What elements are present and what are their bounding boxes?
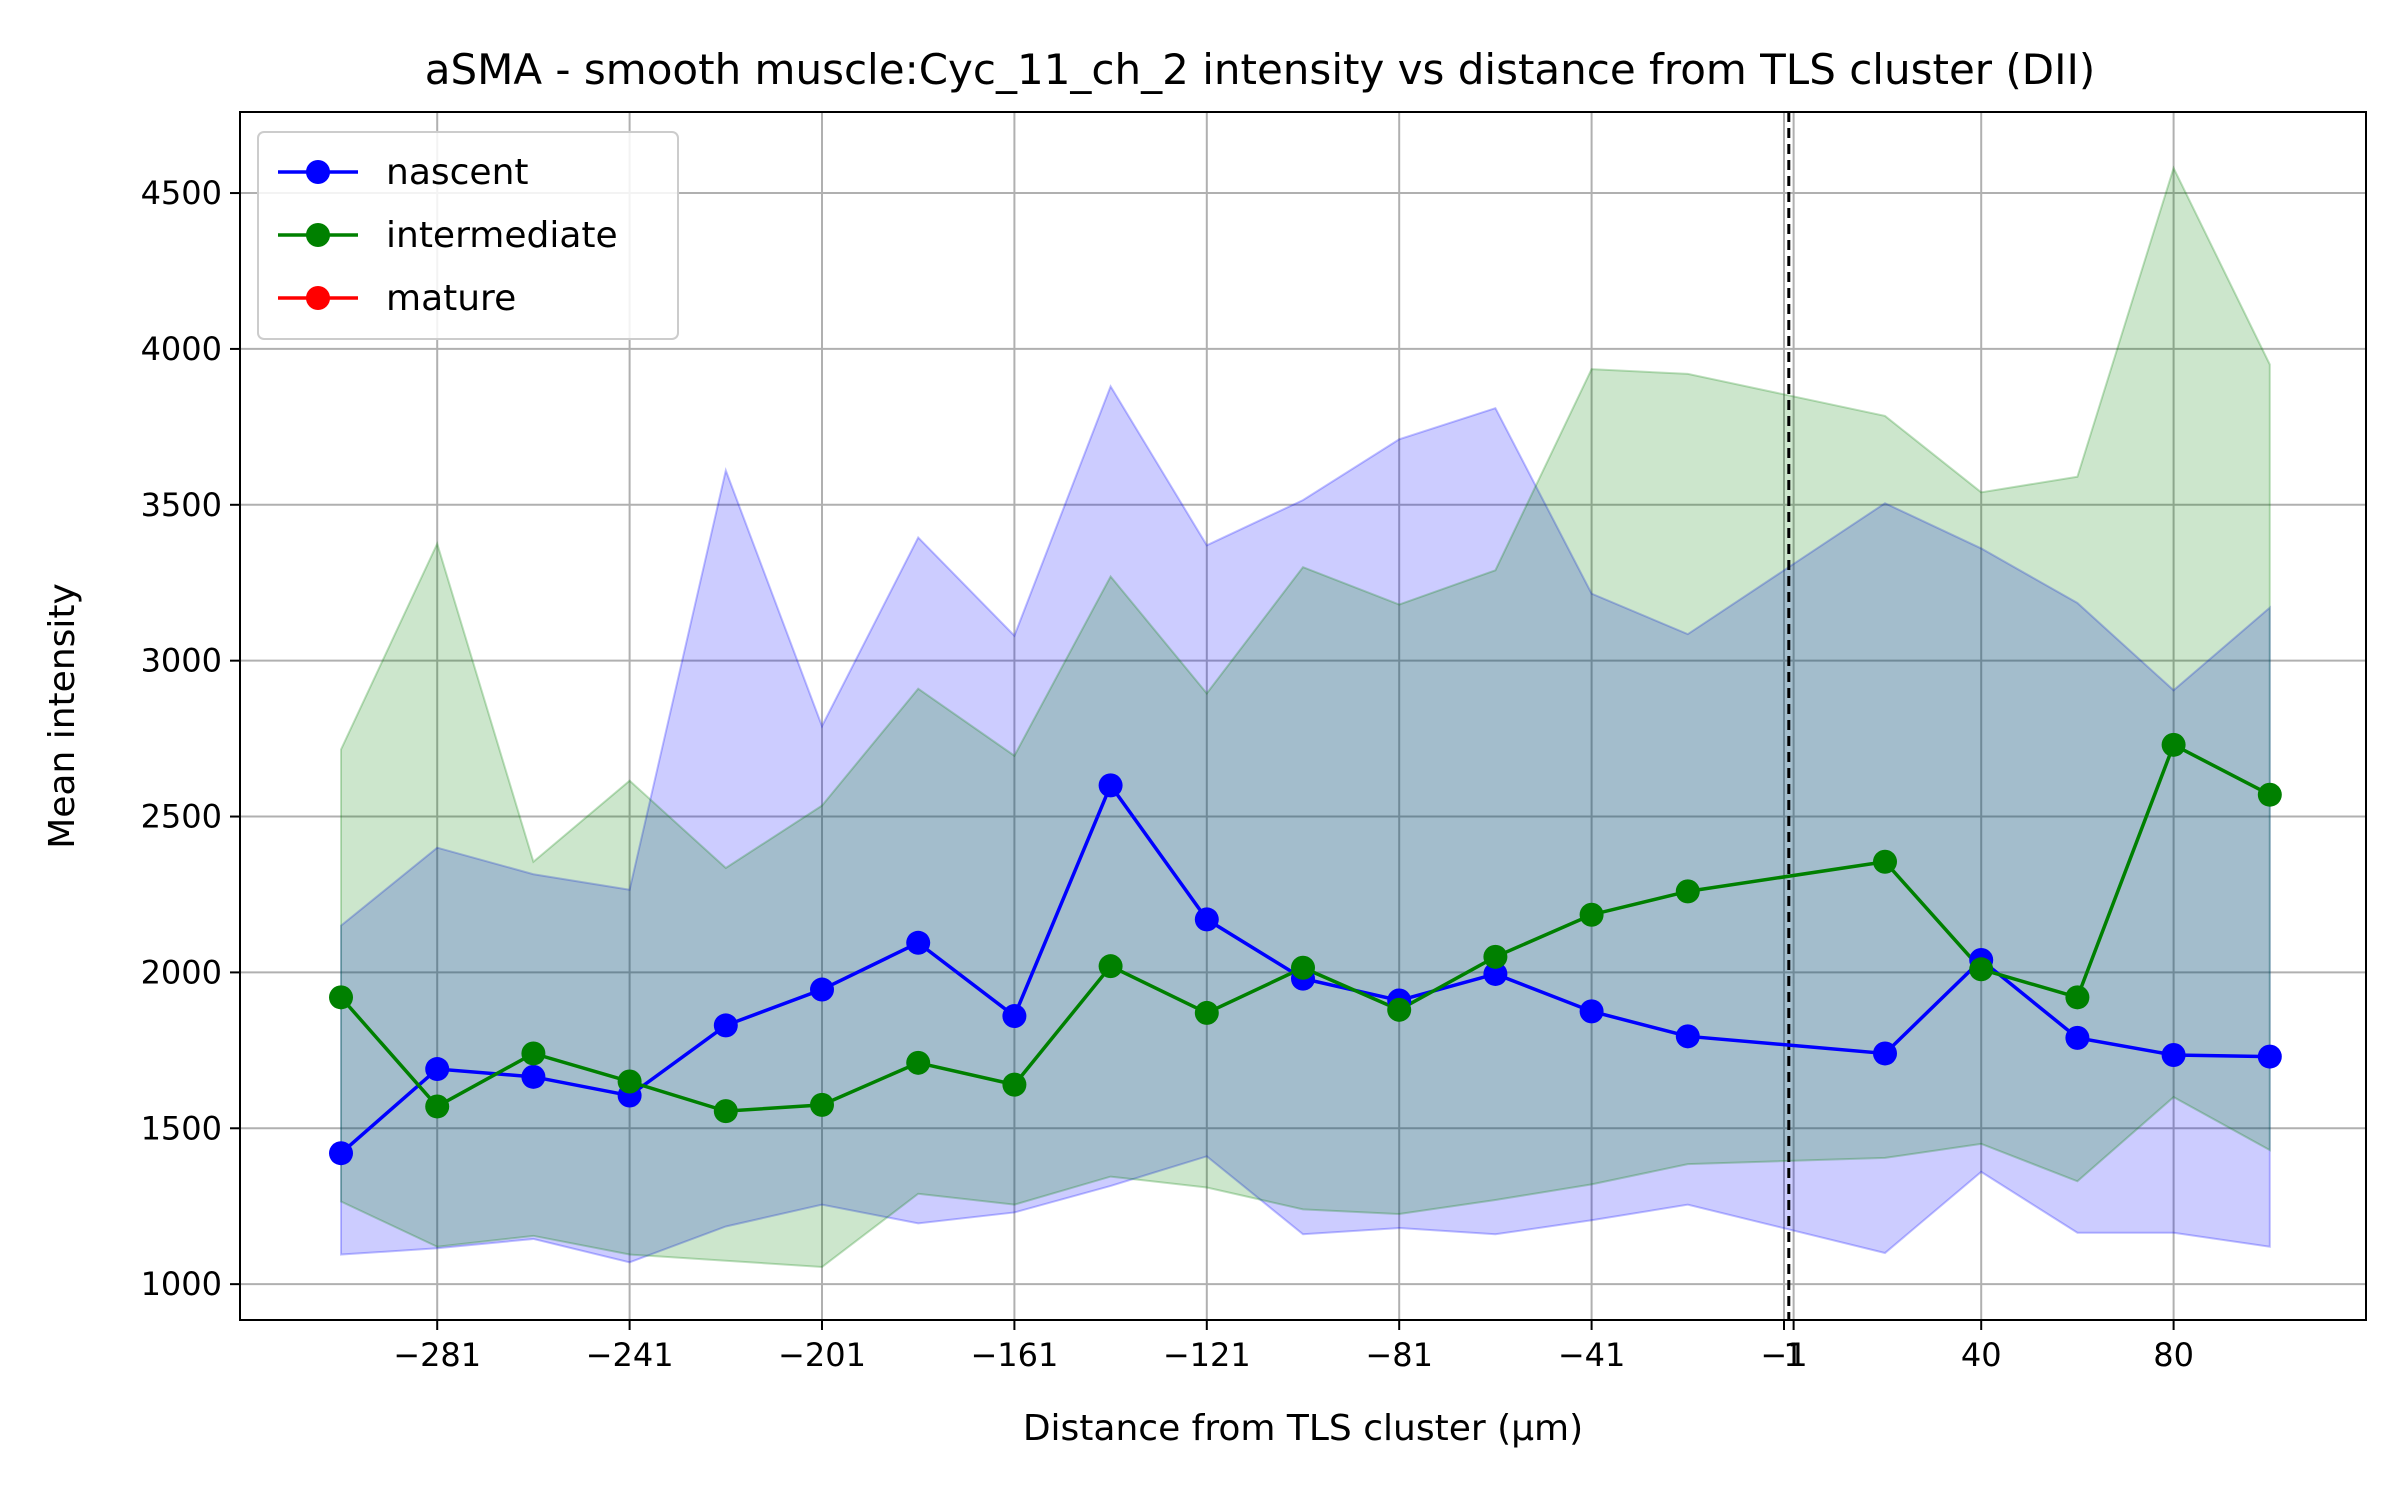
- x-tick-label: 1: [1783, 1336, 1803, 1374]
- legend-box: [257, 131, 679, 340]
- point-intermediate: [617, 1069, 642, 1094]
- point-intermediate: [1675, 879, 1700, 904]
- x-tick-label: −1: [1760, 1336, 1807, 1374]
- y-axis-ticks: 1000 1500 2000 2500 3000 3500 4000 4500: [141, 174, 240, 1303]
- y-tick-label: 3500: [141, 486, 222, 524]
- legend-marker-intermediate: [306, 223, 330, 247]
- point-intermediate: [425, 1094, 450, 1119]
- legend-marker-nascent: [306, 160, 330, 184]
- y-tick-label: 1000: [141, 1265, 222, 1303]
- line-intermediate: [339, 742, 2271, 1113]
- point-nascent: [1675, 1024, 1700, 1049]
- point-intermediate: [906, 1050, 931, 1075]
- y-tick-label: 2500: [141, 798, 222, 836]
- point-intermediate: [1969, 957, 1994, 982]
- y-tick-label: 2000: [141, 953, 222, 991]
- legend-marker-mature: [306, 286, 330, 310]
- point-intermediate: [1098, 954, 1123, 979]
- x-tick-label: −41: [1558, 1336, 1626, 1374]
- legend-label-mature: mature: [386, 278, 516, 319]
- series-markers: [329, 732, 2282, 1166]
- point-nascent: [906, 930, 931, 955]
- chart-title: aSMA - smooth muscle:Cyc_11_ch_2 intensi…: [425, 45, 2096, 94]
- x-tick-label: −161: [970, 1336, 1058, 1374]
- x-tick-label: −241: [586, 1336, 674, 1374]
- x-tick-label: −121: [1163, 1336, 1251, 1374]
- point-nascent: [1194, 907, 1219, 932]
- x-tick-label: −81: [1365, 1336, 1433, 1374]
- point-intermediate: [2065, 985, 2090, 1010]
- point-nascent: [1098, 773, 1123, 798]
- point-intermediate: [1873, 849, 1898, 874]
- point-nascent: [1483, 961, 1508, 986]
- legend: nascent intermediate mature: [257, 131, 679, 340]
- point-nascent: [1002, 1004, 1027, 1029]
- point-nascent: [1873, 1041, 1898, 1066]
- point-intermediate: [1579, 902, 1604, 927]
- plot-area-frame: [239, 111, 2367, 1321]
- x-tick-label: −281: [393, 1336, 481, 1374]
- point-intermediate: [329, 985, 354, 1010]
- point-intermediate: [1483, 944, 1508, 969]
- x-tick-label: 40: [1961, 1336, 2002, 1374]
- point-intermediate: [1387, 997, 1412, 1022]
- point-intermediate: [2161, 732, 2186, 757]
- point-intermediate: [1291, 955, 1315, 980]
- legend-label-intermediate: intermediate: [386, 215, 618, 256]
- y-tick-label: 3000: [141, 642, 222, 680]
- point-intermediate: [1194, 1000, 1219, 1025]
- y-tick-label: 4000: [141, 330, 222, 368]
- point-intermediate: [1002, 1072, 1027, 1097]
- y-axis-label: Mean intensity: [42, 583, 83, 849]
- x-axis-label: Distance from TLS cluster (μm): [1023, 1408, 1583, 1449]
- point-nascent: [2257, 1044, 2282, 1069]
- x-tick-label: −201: [778, 1336, 866, 1374]
- y-tick-label: 4500: [141, 174, 222, 212]
- legend-label-nascent: nascent: [386, 152, 529, 193]
- point-nascent: [425, 1057, 450, 1082]
- point-intermediate: [810, 1092, 835, 1117]
- y-tick-label: 1500: [141, 1109, 222, 1147]
- point-nascent: [2065, 1025, 2090, 1050]
- point-intermediate: [2257, 782, 2282, 807]
- point-nascent: [329, 1141, 354, 1166]
- point-intermediate: [521, 1041, 546, 1066]
- point-nascent: [2161, 1043, 2186, 1068]
- point-intermediate: [713, 1099, 738, 1124]
- point-nascent: [713, 1013, 738, 1038]
- series-lines: [339, 742, 2271, 1155]
- point-nascent: [810, 977, 835, 1002]
- x-tick-label: 80: [2153, 1336, 2194, 1374]
- line-nascent: [339, 781, 2270, 1155]
- point-nascent: [521, 1064, 546, 1089]
- x-axis-ticks: −281 −241 −201 −161 −121 −81 −41 −11 40 80: [393, 1320, 2194, 1374]
- point-nascent: [1579, 999, 1604, 1024]
